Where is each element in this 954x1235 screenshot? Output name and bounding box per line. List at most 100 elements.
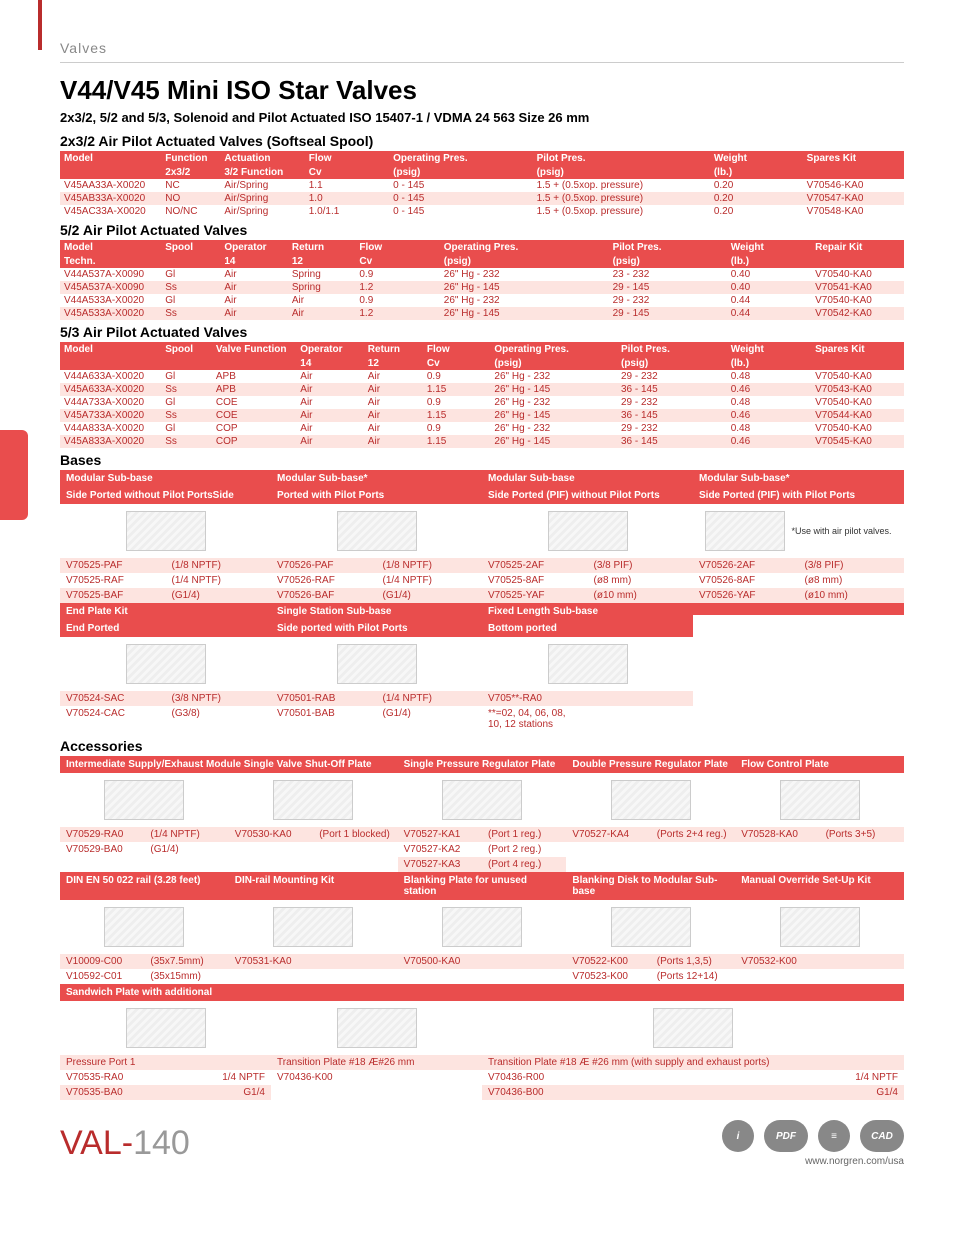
part-spec: (1/4 NPTF) — [144, 827, 228, 842]
product-image — [104, 907, 184, 947]
cell: 0.46 — [727, 383, 811, 396]
base-subheader: Side Ported without Pilot PortsSide — [60, 487, 271, 504]
product-image — [273, 780, 353, 820]
product-image — [126, 644, 206, 684]
cell: 1.2 — [355, 307, 439, 320]
cell: Gl — [161, 294, 220, 307]
base-header: Modular Sub-base* — [693, 470, 904, 487]
part-number: V70526-8AF — [693, 573, 799, 588]
accessories-title: Accessories — [60, 738, 904, 754]
cell: 26" Hg - 232 — [440, 294, 609, 307]
cell: 26" Hg - 232 — [490, 370, 617, 383]
breadcrumb: Valves — [60, 40, 904, 63]
part-number: V70535-BA0 — [60, 1085, 166, 1100]
cell: Air — [220, 307, 288, 320]
list-icon[interactable]: ≡ — [818, 1120, 850, 1152]
cell: Gl — [161, 396, 212, 409]
cell: COP — [212, 435, 296, 448]
cell: 0.46 — [727, 409, 811, 422]
part-number: V70524-SAC — [60, 691, 166, 706]
side-tab — [0, 430, 28, 520]
cell: 1.0 — [305, 192, 389, 205]
cell: 0 - 145 — [389, 205, 532, 218]
cell: COP — [212, 422, 296, 435]
part-number: V70524-CAC — [60, 706, 166, 721]
cell: Air — [364, 370, 423, 383]
part-number: V70501-RAB — [271, 691, 377, 706]
cell: 29 - 232 — [617, 396, 727, 409]
part-number: V70527-KA4 — [566, 827, 650, 842]
base-header: End Plate Kit — [60, 603, 271, 620]
part-number: V70529-RA0 — [60, 827, 144, 842]
base-column: Modular Sub-baseSide Ported (PIF) withou… — [482, 470, 693, 603]
part-spec — [588, 706, 694, 732]
table-row: V45A833A-X0020SsCOPAirAir1.1526" Hg - 14… — [60, 435, 904, 448]
footer-url: www.norgren.com/usa — [722, 1156, 904, 1167]
col-subheader: 12 — [364, 357, 423, 370]
info-icon[interactable]: i — [722, 1120, 754, 1152]
col-subheader: 12 — [288, 255, 356, 268]
table-row: V45AC33A-X0020NO/NCAir/Spring1.0/1.10 - … — [60, 205, 904, 218]
part-spec — [313, 954, 397, 969]
cell: 26" Hg - 145 — [440, 281, 609, 294]
part-spec — [820, 954, 904, 969]
part-number: V70526-RAF — [271, 573, 377, 588]
product-image — [104, 780, 184, 820]
cell: Air/Spring — [220, 179, 304, 192]
cell: 0.9 — [423, 396, 491, 409]
col-subheader: 2x3/2 — [161, 166, 220, 179]
cell: Ss — [161, 307, 220, 320]
cell: 26" Hg - 145 — [440, 307, 609, 320]
subtitle: 2x3/2, 5/2 and 5/3, Solenoid and Pilot A… — [60, 110, 904, 125]
cell: 0.48 — [727, 396, 811, 409]
cell: 36 - 145 — [617, 409, 727, 422]
base-subheader: Side Ported (PIF) without Pilot Ports — [482, 487, 693, 504]
cell: COE — [212, 409, 296, 422]
acc-header: Blanking Disk to Modular Sub-base — [566, 872, 735, 900]
part-spec: (1/4 NPTF) — [377, 573, 483, 588]
part-number: V705**-RA0 — [482, 691, 588, 706]
part-number: **=02, 04, 06, 08, 10, 12 stations — [482, 706, 588, 732]
col-header: Return — [364, 342, 423, 357]
product-image — [442, 907, 522, 947]
footer-icons: i PDF ≡ CAD — [722, 1120, 904, 1152]
product-image — [705, 511, 785, 551]
part-number: V70523-K00 — [566, 969, 650, 984]
part-number: V70436-K00 — [271, 1070, 377, 1085]
cell: 0.20 — [710, 179, 803, 192]
section-title: 2x3/2 Air Pilot Actuated Valves (Softsea… — [60, 133, 904, 149]
base-column: Modular Sub-baseSide Ported without Pilo… — [60, 470, 271, 603]
table-row: V45AB33A-X0020NOAir/Spring1.00 - 1451.5 … — [60, 192, 904, 205]
part-number: V70526-BAF — [271, 588, 377, 603]
part-number: V70525-RAF — [60, 573, 166, 588]
data-table: ModelFunctionActuationFlowOperating Pres… — [60, 151, 904, 218]
cad-icon[interactable]: CAD — [860, 1120, 904, 1152]
part-number: V70527-KA2 — [398, 842, 482, 857]
product-image — [273, 907, 353, 947]
cell: Air — [364, 409, 423, 422]
cell: V45A833A-X0020 — [60, 435, 161, 448]
section-title: 5/2 Air Pilot Actuated Valves — [60, 222, 904, 238]
part-spec — [482, 954, 566, 969]
acc-header: DIN EN 50 022 rail (3.28 feet) — [60, 872, 229, 900]
col-subheader: (psig) — [490, 357, 617, 370]
cell: 1.15 — [423, 409, 491, 422]
cell: V70540-KA0 — [811, 370, 904, 383]
part-spec: (Ports 2+4 reg.) — [651, 827, 735, 842]
pdf-icon[interactable]: PDF — [764, 1120, 808, 1152]
col-header: Spool — [161, 342, 212, 357]
data-table: ModelSpoolValve FunctionOperatorReturnFl… — [60, 342, 904, 448]
cell: V45AC33A-X0020 — [60, 205, 161, 218]
cell: 0.20 — [710, 205, 803, 218]
cell: 29 - 232 — [617, 422, 727, 435]
cell: Ss — [161, 409, 212, 422]
cell: 0.20 — [710, 192, 803, 205]
col-subheader: (lb.) — [710, 166, 803, 179]
cell: 0.44 — [727, 294, 811, 307]
cell: Air — [220, 294, 288, 307]
part-spec: (G1/4) — [377, 588, 483, 603]
part-number: V70530-KA0 — [229, 827, 313, 842]
col-subheader: 14 — [296, 357, 364, 370]
cell: NO — [161, 192, 220, 205]
col-subheader — [212, 357, 296, 370]
